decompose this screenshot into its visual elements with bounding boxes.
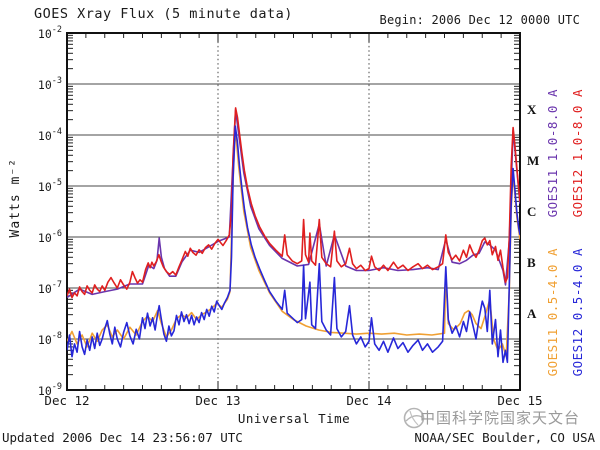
y-tick-label: 10-2 <box>37 25 62 41</box>
plot-frame <box>66 32 521 391</box>
begin-time-label: Begin: 2006 Dec 12 0000 UTC <box>379 13 580 27</box>
legend-label: GOES12 0.5-4.0 A <box>569 247 585 377</box>
y-tick-label: 10-8 <box>37 331 62 347</box>
flare-class-b: B <box>527 254 536 270</box>
y-tick-label: 10-3 <box>37 76 62 92</box>
flare-class-a: A <box>527 305 537 321</box>
x-tick-label: Dec 15 <box>497 393 543 408</box>
flare-class-m: M <box>527 152 540 168</box>
page-title: GOES Xray Flux (5 minute data) <box>34 6 293 22</box>
legend-goes11-short: GOES11 0.5-4.0 A <box>541 242 563 382</box>
legend-goes12-long: GOES12 1.0-8.0 A <box>566 86 588 220</box>
y-tick-label: 10-5 <box>37 178 62 194</box>
y-tick-label: 10-6 <box>37 229 62 245</box>
series-goes12-long <box>67 107 520 299</box>
y-tick-label: 10-4 <box>37 127 62 143</box>
y-axis-unit-label: Watts m⁻² <box>8 158 23 238</box>
series-goes11-long <box>67 109 520 299</box>
legend-goes12-short: GOES12 0.5-4.0 A <box>566 242 588 382</box>
x-tick-label: Dec 13 <box>195 393 241 408</box>
updated-label: Updated 2006 Dec 14 23:56:07 UTC <box>2 430 243 445</box>
cas-logo-icon <box>403 407 425 429</box>
series-goes11-short <box>67 127 520 358</box>
watermark-text: 中国科学院国家天文台 <box>419 409 580 427</box>
source-label: NOAA/SEC Boulder, CO USA <box>414 430 595 445</box>
x-tick-label: Dec 14 <box>346 393 392 408</box>
y-tick-label: 10-9 <box>37 382 62 398</box>
legend-goes11-long: GOES11 1.0-8.0 A <box>541 86 563 220</box>
x-tick-label: Dec 12 <box>44 393 90 408</box>
flare-class-c: C <box>527 203 537 219</box>
y-tick-label: 10-7 <box>37 280 62 296</box>
legend-label: GOES12 1.0-8.0 A <box>569 88 585 218</box>
legend-label: GOES11 1.0-8.0 A <box>544 88 560 218</box>
x-axis-label: Universal Time <box>237 411 351 426</box>
legend-label: GOES11 0.5-4.0 A <box>544 247 560 377</box>
flare-class-x: X <box>527 101 537 117</box>
series-goes12-short <box>67 125 520 364</box>
